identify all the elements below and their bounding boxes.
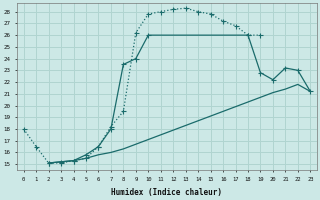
X-axis label: Humidex (Indice chaleur): Humidex (Indice chaleur) bbox=[111, 188, 222, 197]
